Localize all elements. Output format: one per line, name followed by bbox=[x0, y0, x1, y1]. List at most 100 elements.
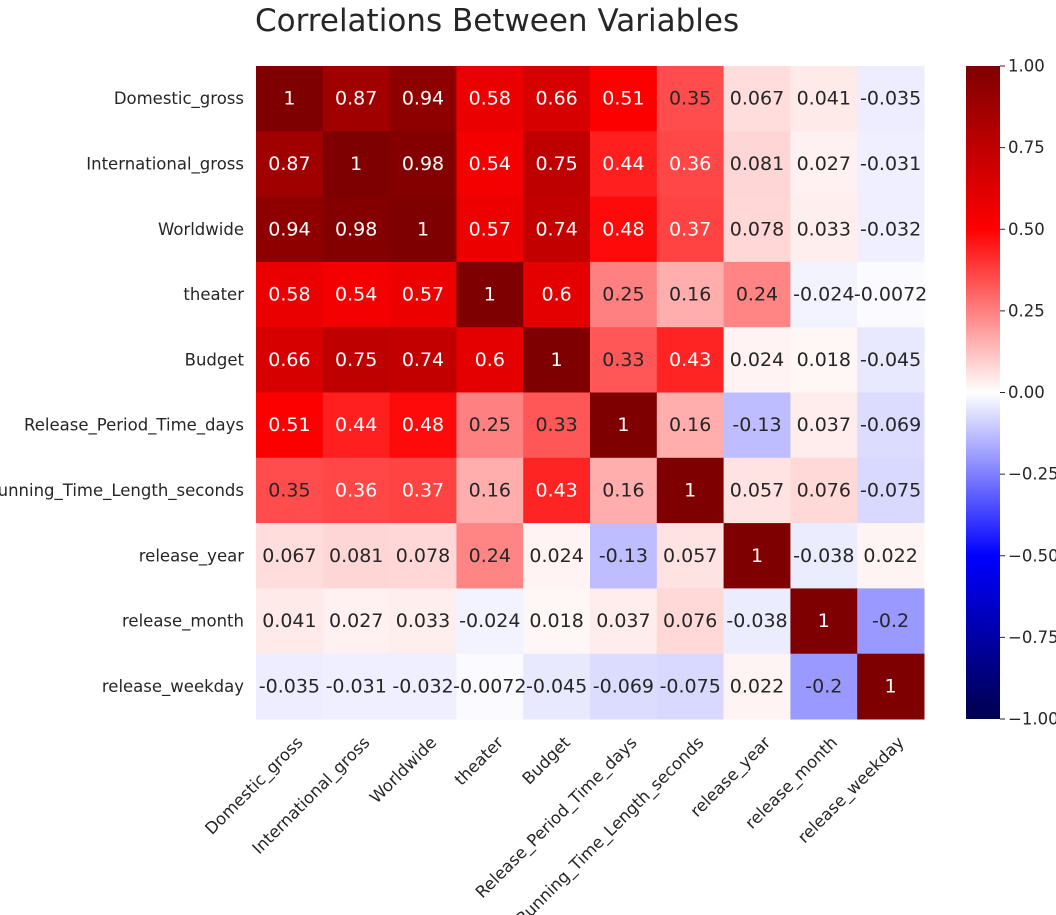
heatmap-cell-label: 0.037 bbox=[797, 414, 851, 436]
heatmap-cell-label: -0.035 bbox=[860, 88, 921, 110]
heatmap-cell bbox=[322, 653, 391, 720]
x-axis-tick-labels: Domestic_grossInternational_grossWorldwi… bbox=[201, 733, 909, 915]
heatmap-cell-label: 0.35 bbox=[669, 88, 711, 110]
heatmap-cell-label: 0.022 bbox=[863, 545, 917, 567]
heatmap-cell bbox=[723, 327, 791, 393]
heatmap-cell bbox=[590, 588, 658, 655]
heatmap-cell-label: -0.075 bbox=[660, 675, 721, 697]
heatmap-cell bbox=[857, 457, 925, 524]
y-tick-label: theater bbox=[183, 285, 244, 304]
heatmap-cell-label: 1 bbox=[283, 88, 295, 110]
heatmap-cell bbox=[322, 457, 391, 524]
heatmap-cell bbox=[790, 653, 858, 720]
heatmap-cell bbox=[590, 457, 658, 524]
heatmap-cell bbox=[456, 588, 524, 655]
heatmap-cell bbox=[389, 196, 457, 263]
heatmap-cell-label: 0.081 bbox=[329, 545, 383, 567]
heatmap-cell-label: 0.25 bbox=[602, 284, 644, 306]
heatmap-cell-label: 0.37 bbox=[669, 218, 711, 240]
heatmap-cell bbox=[456, 327, 524, 393]
heatmap-cell bbox=[723, 131, 791, 198]
heatmap-cell-label: 0.54 bbox=[335, 284, 377, 306]
heatmap-cell bbox=[723, 392, 791, 459]
heatmap-cell bbox=[389, 131, 457, 198]
heatmap-cell bbox=[857, 523, 925, 589]
heatmap-cell bbox=[590, 131, 658, 198]
heatmap-cell bbox=[656, 327, 725, 393]
heatmap-cell-label: 1 bbox=[818, 610, 830, 632]
heatmap-cell-label: 0.66 bbox=[535, 88, 577, 110]
heatmap-cell bbox=[656, 131, 725, 198]
heatmap-cell bbox=[590, 523, 658, 589]
heatmap-cell-label: -0.031 bbox=[326, 675, 387, 697]
y-tick-label: Domestic_gross bbox=[114, 89, 244, 109]
heatmap-cell-label: 0.75 bbox=[335, 349, 377, 371]
heatmap-cell-label: 0.024 bbox=[529, 545, 583, 567]
heatmap-cell bbox=[656, 392, 725, 459]
colorbar-tick-label: −0.50 bbox=[1008, 546, 1056, 565]
y-tick-label: release_year bbox=[139, 546, 244, 566]
heatmap-cell-label: 1 bbox=[484, 284, 496, 306]
heatmap-cell bbox=[723, 196, 791, 263]
heatmap-cell-label: 0.33 bbox=[602, 349, 644, 371]
heatmap-cell-label: 0.48 bbox=[602, 218, 644, 240]
heatmap-cell-label: -0.024 bbox=[459, 610, 520, 632]
heatmap-cell-label: -0.035 bbox=[259, 675, 320, 697]
heatmap-cell-label: 0.51 bbox=[602, 88, 644, 110]
heatmap-cell-label: 0.74 bbox=[402, 349, 444, 371]
heatmap-cell bbox=[790, 588, 858, 655]
heatmap-cell-label: 0.98 bbox=[335, 218, 377, 240]
heatmap-cell bbox=[389, 392, 457, 459]
heatmap-cell-label: 0.076 bbox=[663, 610, 717, 632]
heatmap-cell-label: -0.075 bbox=[860, 479, 921, 501]
heatmap-cell-label: -0.031 bbox=[860, 153, 921, 175]
heatmap-cell bbox=[456, 457, 524, 524]
heatmap-cell bbox=[656, 66, 725, 132]
heatmap-cell bbox=[322, 327, 391, 393]
heatmap-cell-label: 1 bbox=[885, 675, 897, 697]
heatmap-cell-label: 0.66 bbox=[268, 349, 310, 371]
heatmap-cell-label: -0.069 bbox=[860, 414, 921, 436]
heatmap-cell-label: 0.081 bbox=[730, 153, 784, 175]
heatmap-cell bbox=[723, 588, 791, 655]
heatmap-cell-label: 0.98 bbox=[402, 153, 444, 175]
heatmap-cell-label: 1 bbox=[684, 479, 696, 501]
y-tick-label: Budget bbox=[185, 350, 245, 369]
heatmap-cell-label: 0.024 bbox=[730, 349, 784, 371]
heatmap-cell-label: 0.078 bbox=[730, 218, 784, 240]
heatmap-cell bbox=[857, 653, 925, 720]
heatmap-cell bbox=[590, 261, 658, 328]
heatmap-cell-label: 0.6 bbox=[475, 349, 505, 371]
x-tick-label: Budget bbox=[519, 733, 575, 789]
heatmap-cell-label: 0.078 bbox=[396, 545, 450, 567]
heatmap-cell bbox=[790, 131, 858, 198]
heatmap-cell-label: 0.51 bbox=[268, 414, 310, 436]
heatmap-cell-label: 1 bbox=[350, 153, 362, 175]
heatmap-cell bbox=[523, 327, 591, 393]
heatmap-cell-label: 0.57 bbox=[469, 218, 511, 240]
heatmap-cell-label: 0.36 bbox=[669, 153, 711, 175]
heatmap-cell-label: -0.045 bbox=[860, 349, 921, 371]
heatmap-cell-label: -0.2 bbox=[872, 610, 909, 632]
heatmap-cell bbox=[456, 523, 524, 589]
x-tick-label: theater bbox=[451, 733, 507, 789]
heatmap-cell bbox=[590, 653, 658, 720]
y-tick-label: International_gross bbox=[86, 154, 244, 174]
heatmap-cell bbox=[523, 523, 591, 589]
heatmap-cell-label: -0.038 bbox=[793, 545, 854, 567]
colorbar bbox=[966, 66, 1000, 719]
heatmap-cell bbox=[322, 261, 391, 328]
heatmap-cell bbox=[456, 196, 524, 263]
heatmap-cell bbox=[656, 653, 725, 720]
heatmap-cell-label: 0.033 bbox=[396, 610, 450, 632]
heatmap-cell bbox=[723, 523, 791, 589]
colorbar-tick-label: −0.25 bbox=[1008, 465, 1056, 484]
heatmap-cell bbox=[389, 588, 457, 655]
heatmap-cell-label: 0.25 bbox=[469, 414, 511, 436]
colorbar-tick-label: 0.00 bbox=[1008, 383, 1045, 402]
heatmap-cell bbox=[857, 392, 925, 459]
heatmap-cell-label: 0.94 bbox=[268, 218, 310, 240]
heatmap-cell-label: 0.44 bbox=[602, 153, 644, 175]
colorbar-tick-label: −0.75 bbox=[1008, 628, 1056, 647]
heatmap-cell-label: -0.024 bbox=[793, 284, 854, 306]
